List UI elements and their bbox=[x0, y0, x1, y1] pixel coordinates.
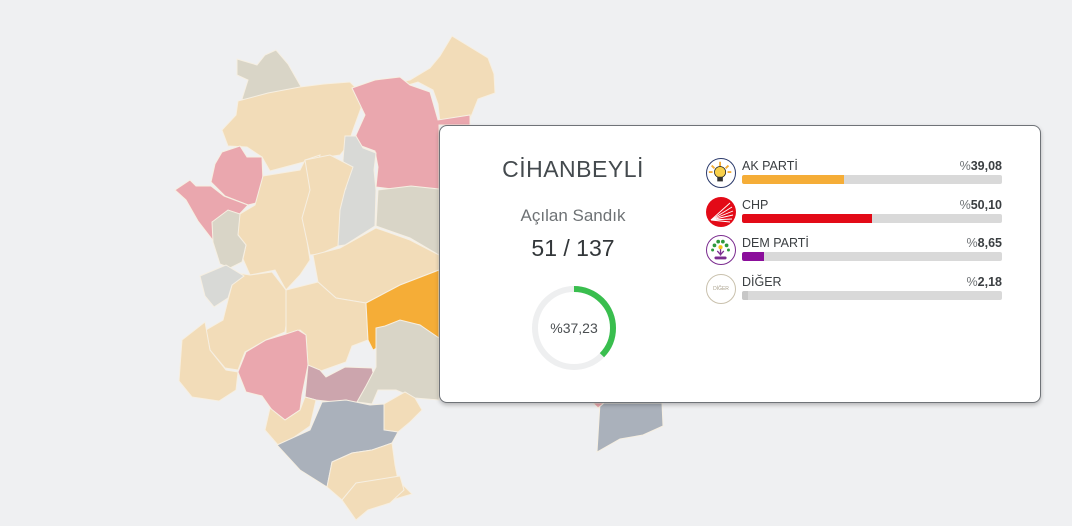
diger-logo-text: DİĞER bbox=[713, 285, 729, 292]
party-bar-track bbox=[742, 175, 1002, 184]
map-region-east-pink-sliver[interactable] bbox=[591, 402, 606, 409]
party-percent: %50,10 bbox=[959, 197, 1002, 212]
district-summary: CİHANBEYLİ Açılan Sandık 51 / 137 %37,23 bbox=[440, 126, 706, 402]
ak-parti-bulb-icon bbox=[706, 158, 736, 188]
party-results-list: AK PARTİ %39,08 CHP %50,10 bbox=[706, 156, 1006, 310]
map-region-west-grey[interactable] bbox=[211, 209, 247, 269]
map-region-far-west-grey[interactable] bbox=[199, 264, 245, 308]
party-name: DEM PARTİ bbox=[742, 236, 809, 250]
district-result-card: CİHANBEYLİ Açılan Sandık 51 / 137 %37,23… bbox=[439, 125, 1041, 403]
district-title: CİHANBEYLİ bbox=[502, 156, 644, 182]
party-name: DİĞER bbox=[742, 274, 782, 289]
party-bar-fill bbox=[742, 213, 873, 223]
map-region-south-west-tan[interactable] bbox=[205, 271, 291, 371]
party-bar-track bbox=[742, 252, 1002, 261]
party-bar-fill bbox=[742, 175, 844, 184]
progress-ring bbox=[532, 286, 616, 370]
party-row-diger[interactable]: DİĞER DİĞER %2,18 bbox=[706, 272, 1006, 311]
party-row-ak-parti[interactable]: AK PARTİ %39,08 bbox=[706, 156, 1006, 195]
map-region-south-center-tan[interactable] bbox=[285, 281, 369, 373]
map-region-west-pink-lower[interactable] bbox=[174, 179, 249, 244]
map-region-south-tan-bottom[interactable] bbox=[341, 475, 405, 521]
chp-six-arrows-icon bbox=[706, 196, 736, 227]
party-row-chp[interactable]: CHP %50,10 bbox=[706, 195, 1006, 234]
party-bar-fill bbox=[742, 252, 765, 261]
party-percent: %39,08 bbox=[959, 159, 1002, 173]
map-region-north-east-top[interactable] bbox=[391, 35, 496, 123]
dem-parti-tree-icon bbox=[706, 235, 736, 265]
map-region-far-west-tan-low[interactable] bbox=[178, 321, 239, 402]
party-bar-fill bbox=[742, 290, 748, 300]
opened-ballot-label: Açılan Sandık bbox=[520, 206, 626, 225]
map-region-center-tan[interactable] bbox=[301, 154, 354, 256]
diger-circle-icon: DİĞER bbox=[706, 273, 736, 304]
party-name: AK PARTİ bbox=[742, 159, 798, 173]
progress-percent: %37,23 bbox=[550, 320, 598, 336]
party-bar-track bbox=[742, 213, 1002, 223]
map-region-south-tan-small[interactable] bbox=[264, 396, 317, 446]
map-region-pink-south[interactable] bbox=[237, 329, 309, 421]
party-percent: %2,18 bbox=[966, 274, 1002, 289]
party-name: CHP bbox=[742, 197, 769, 212]
party-row-dem-parti[interactable]: DEM PARTİ %8,65 bbox=[706, 233, 1006, 272]
map-region-east-grey-blue-outside[interactable] bbox=[596, 402, 664, 453]
opened-ballot-count: 51 / 137 bbox=[531, 235, 615, 261]
party-bar-track bbox=[742, 290, 1002, 300]
party-percent: %8,65 bbox=[966, 236, 1002, 250]
